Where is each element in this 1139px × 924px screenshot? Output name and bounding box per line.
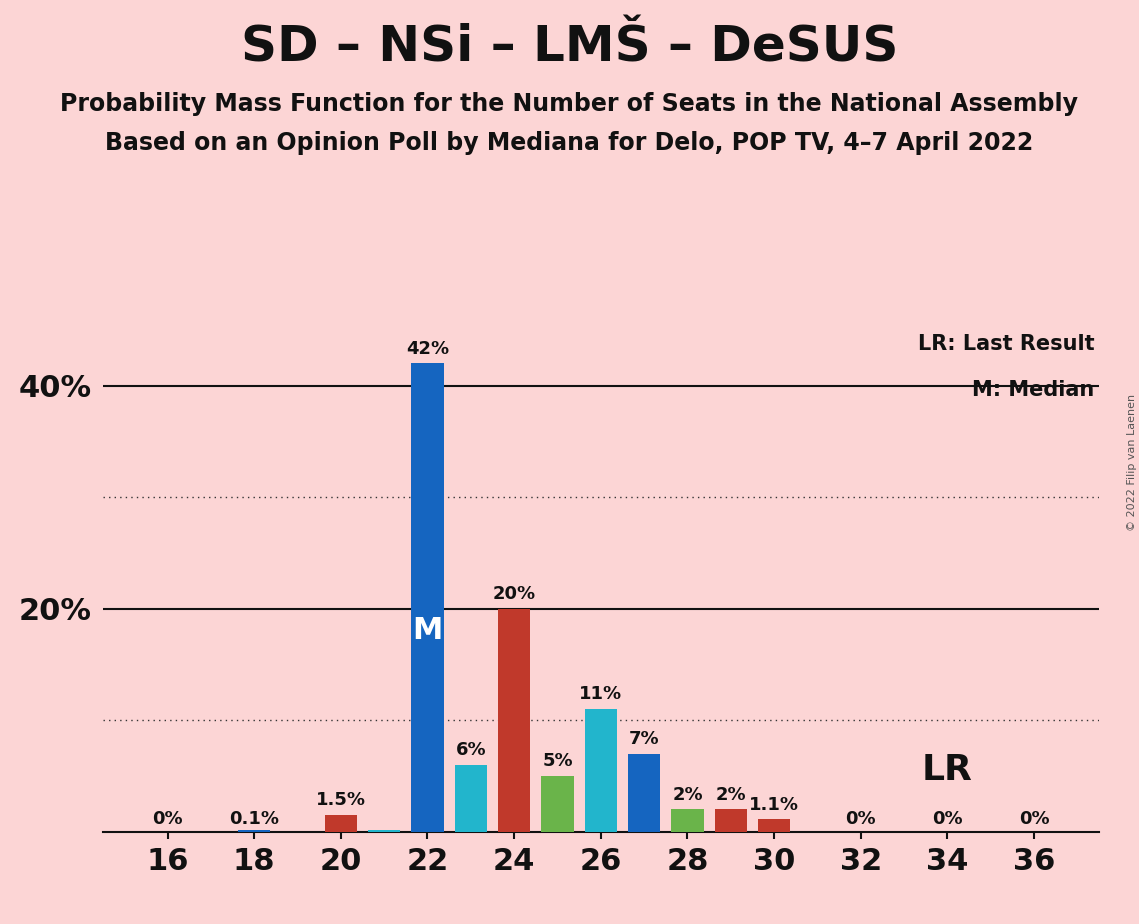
Text: LR: LR xyxy=(923,753,973,787)
Bar xyxy=(454,765,487,832)
Text: Probability Mass Function for the Number of Seats in the National Assembly: Probability Mass Function for the Number… xyxy=(60,92,1079,116)
Bar xyxy=(541,776,574,832)
Bar xyxy=(325,815,358,832)
Text: 5%: 5% xyxy=(542,752,573,771)
Bar xyxy=(628,754,661,832)
Text: 6%: 6% xyxy=(456,741,486,760)
Text: 0%: 0% xyxy=(932,810,962,828)
Text: SD – NSi – LMŠ – DeSUS: SD – NSi – LMŠ – DeSUS xyxy=(240,23,899,71)
Bar xyxy=(714,809,747,832)
Text: © 2022 Filip van Laenen: © 2022 Filip van Laenen xyxy=(1126,394,1137,530)
Text: LR: Last Result: LR: Last Result xyxy=(918,334,1095,354)
Text: 0.1%: 0.1% xyxy=(229,810,279,828)
Text: 20%: 20% xyxy=(492,585,535,603)
Text: 2%: 2% xyxy=(715,785,746,804)
Bar xyxy=(238,831,270,832)
Bar xyxy=(584,709,617,832)
Text: Based on an Opinion Poll by Mediana for Delo, POP TV, 4–7 April 2022: Based on an Opinion Poll by Mediana for … xyxy=(106,131,1033,155)
Bar xyxy=(671,809,704,832)
Text: 42%: 42% xyxy=(405,340,449,358)
Text: 0%: 0% xyxy=(845,810,876,828)
Text: 11%: 11% xyxy=(580,686,622,703)
Bar xyxy=(757,820,790,832)
Bar xyxy=(498,609,531,832)
Text: M: Median: M: Median xyxy=(972,381,1095,400)
Bar xyxy=(411,363,444,832)
Text: 0%: 0% xyxy=(153,810,183,828)
Text: M: M xyxy=(412,616,443,646)
Bar xyxy=(368,831,401,832)
Text: 1.1%: 1.1% xyxy=(749,796,800,814)
Text: 1.5%: 1.5% xyxy=(316,791,366,809)
Text: 2%: 2% xyxy=(672,785,703,804)
Text: 0%: 0% xyxy=(1018,810,1049,828)
Text: 7%: 7% xyxy=(629,730,659,748)
